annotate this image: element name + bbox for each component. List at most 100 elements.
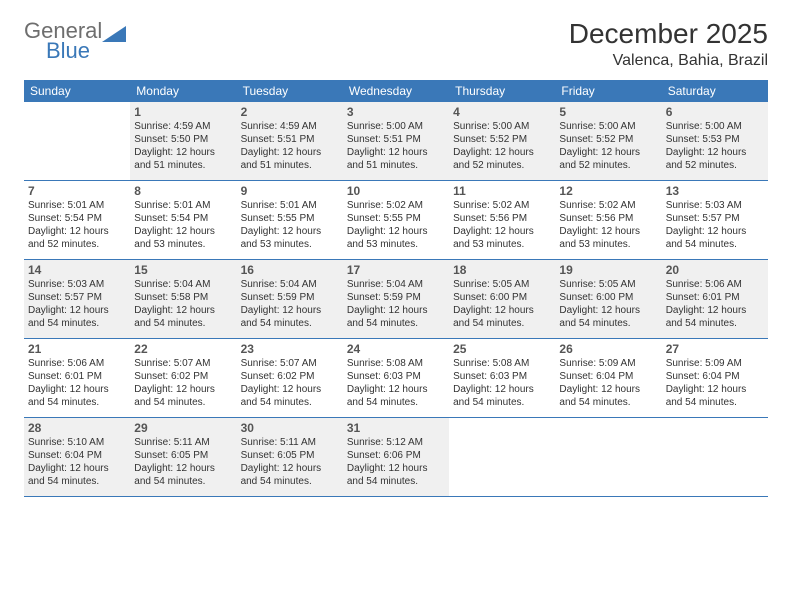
day-info: Sunrise: 5:08 AMSunset: 6:03 PMDaylight:… [453, 357, 551, 409]
sunrise-text: Sunrise: 5:10 AM [28, 436, 126, 449]
sunset-text: Sunset: 5:59 PM [347, 291, 445, 304]
sunset-text: Sunset: 6:06 PM [347, 449, 445, 462]
day-number: 4 [453, 105, 551, 119]
calendar-page: General Blue December 2025 Valenca, Bahi… [0, 0, 792, 515]
daylight-text: Daylight: 12 hours and 54 minutes. [347, 304, 445, 330]
day-info: Sunrise: 5:02 AMSunset: 5:56 PMDaylight:… [559, 199, 657, 251]
day-number: 1 [134, 105, 232, 119]
sunrise-text: Sunrise: 5:08 AM [453, 357, 551, 370]
day-cell: 7Sunrise: 5:01 AMSunset: 5:54 PMDaylight… [24, 181, 130, 259]
daylight-text: Daylight: 12 hours and 54 minutes. [666, 225, 764, 251]
day-cell: 8Sunrise: 5:01 AMSunset: 5:54 PMDaylight… [130, 181, 236, 259]
triangle-icon [102, 24, 128, 44]
sunset-text: Sunset: 5:58 PM [134, 291, 232, 304]
day-info: Sunrise: 5:00 AMSunset: 5:53 PMDaylight:… [666, 120, 764, 172]
day-number: 9 [241, 184, 339, 198]
sunset-text: Sunset: 6:00 PM [559, 291, 657, 304]
week-row: 7Sunrise: 5:01 AMSunset: 5:54 PMDaylight… [24, 181, 768, 260]
day-info: Sunrise: 5:09 AMSunset: 6:04 PMDaylight:… [666, 357, 764, 409]
day-info: Sunrise: 4:59 AMSunset: 5:50 PMDaylight:… [134, 120, 232, 172]
sunrise-text: Sunrise: 5:01 AM [28, 199, 126, 212]
weeks-container: 1Sunrise: 4:59 AMSunset: 5:50 PMDaylight… [24, 102, 768, 497]
day-number: 18 [453, 263, 551, 277]
day-cell: 5Sunrise: 5:00 AMSunset: 5:52 PMDaylight… [555, 102, 661, 180]
sunrise-text: Sunrise: 5:02 AM [453, 199, 551, 212]
sunset-text: Sunset: 5:55 PM [347, 212, 445, 225]
daylight-text: Daylight: 12 hours and 51 minutes. [347, 146, 445, 172]
day-info: Sunrise: 5:04 AMSunset: 5:59 PMDaylight:… [347, 278, 445, 330]
sunrise-text: Sunrise: 5:00 AM [666, 120, 764, 133]
day-info: Sunrise: 5:01 AMSunset: 5:54 PMDaylight:… [134, 199, 232, 251]
sunrise-text: Sunrise: 5:06 AM [666, 278, 764, 291]
sunrise-text: Sunrise: 5:07 AM [134, 357, 232, 370]
daylight-text: Daylight: 12 hours and 54 minutes. [453, 383, 551, 409]
daylight-text: Daylight: 12 hours and 54 minutes. [453, 304, 551, 330]
sunrise-text: Sunrise: 5:01 AM [134, 199, 232, 212]
day-info: Sunrise: 5:08 AMSunset: 6:03 PMDaylight:… [347, 357, 445, 409]
day-cell-empty [555, 418, 661, 496]
daylight-text: Daylight: 12 hours and 51 minutes. [241, 146, 339, 172]
day-cell: 12Sunrise: 5:02 AMSunset: 5:56 PMDayligh… [555, 181, 661, 259]
weekday-header: Friday [555, 80, 661, 102]
day-number: 10 [347, 184, 445, 198]
daylight-text: Daylight: 12 hours and 54 minutes. [28, 462, 126, 488]
sunset-text: Sunset: 6:04 PM [28, 449, 126, 462]
daylight-text: Daylight: 12 hours and 54 minutes. [28, 383, 126, 409]
day-cell: 18Sunrise: 5:05 AMSunset: 6:00 PMDayligh… [449, 260, 555, 338]
sunset-text: Sunset: 6:00 PM [453, 291, 551, 304]
day-number: 15 [134, 263, 232, 277]
week-row: 1Sunrise: 4:59 AMSunset: 5:50 PMDaylight… [24, 102, 768, 181]
sunrise-text: Sunrise: 5:03 AM [28, 278, 126, 291]
daylight-text: Daylight: 12 hours and 54 minutes. [559, 304, 657, 330]
day-info: Sunrise: 5:00 AMSunset: 5:52 PMDaylight:… [559, 120, 657, 172]
day-info: Sunrise: 5:03 AMSunset: 5:57 PMDaylight:… [666, 199, 764, 251]
sunrise-text: Sunrise: 5:11 AM [241, 436, 339, 449]
title-block: December 2025 Valenca, Bahia, Brazil [569, 18, 768, 70]
week-row: 28Sunrise: 5:10 AMSunset: 6:04 PMDayligh… [24, 418, 768, 497]
weekday-header: Monday [130, 80, 236, 102]
sunset-text: Sunset: 5:55 PM [241, 212, 339, 225]
sunrise-text: Sunrise: 5:05 AM [559, 278, 657, 291]
weekday-header: Saturday [662, 80, 768, 102]
sunrise-text: Sunrise: 5:04 AM [347, 278, 445, 291]
day-number: 3 [347, 105, 445, 119]
day-cell: 21Sunrise: 5:06 AMSunset: 6:01 PMDayligh… [24, 339, 130, 417]
day-number: 2 [241, 105, 339, 119]
sunset-text: Sunset: 5:54 PM [134, 212, 232, 225]
day-number: 5 [559, 105, 657, 119]
day-cell: 20Sunrise: 5:06 AMSunset: 6:01 PMDayligh… [662, 260, 768, 338]
day-cell-empty [662, 418, 768, 496]
day-info: Sunrise: 5:00 AMSunset: 5:52 PMDaylight:… [453, 120, 551, 172]
day-cell: 4Sunrise: 5:00 AMSunset: 5:52 PMDaylight… [449, 102, 555, 180]
location-label: Valenca, Bahia, Brazil [569, 52, 768, 70]
day-info: Sunrise: 5:11 AMSunset: 6:05 PMDaylight:… [134, 436, 232, 488]
sunrise-text: Sunrise: 5:07 AM [241, 357, 339, 370]
day-number: 16 [241, 263, 339, 277]
page-header: General Blue December 2025 Valenca, Bahi… [24, 18, 768, 70]
day-number: 6 [666, 105, 764, 119]
day-cell-empty [449, 418, 555, 496]
day-info: Sunrise: 5:01 AMSunset: 5:54 PMDaylight:… [28, 199, 126, 251]
day-number: 21 [28, 342, 126, 356]
daylight-text: Daylight: 12 hours and 52 minutes. [666, 146, 764, 172]
sunrise-text: Sunrise: 5:11 AM [134, 436, 232, 449]
week-row: 14Sunrise: 5:03 AMSunset: 5:57 PMDayligh… [24, 260, 768, 339]
sunrise-text: Sunrise: 5:09 AM [559, 357, 657, 370]
sunset-text: Sunset: 5:54 PM [28, 212, 126, 225]
day-cell: 25Sunrise: 5:08 AMSunset: 6:03 PMDayligh… [449, 339, 555, 417]
sunset-text: Sunset: 5:51 PM [241, 133, 339, 146]
day-cell: 31Sunrise: 5:12 AMSunset: 6:06 PMDayligh… [343, 418, 449, 496]
day-cell: 14Sunrise: 5:03 AMSunset: 5:57 PMDayligh… [24, 260, 130, 338]
day-info: Sunrise: 5:01 AMSunset: 5:55 PMDaylight:… [241, 199, 339, 251]
daylight-text: Daylight: 12 hours and 54 minutes. [134, 383, 232, 409]
day-info: Sunrise: 5:02 AMSunset: 5:55 PMDaylight:… [347, 199, 445, 251]
daylight-text: Daylight: 12 hours and 54 minutes. [241, 304, 339, 330]
day-number: 28 [28, 421, 126, 435]
day-info: Sunrise: 5:04 AMSunset: 5:59 PMDaylight:… [241, 278, 339, 330]
day-number: 24 [347, 342, 445, 356]
sunset-text: Sunset: 6:01 PM [666, 291, 764, 304]
day-number: 19 [559, 263, 657, 277]
day-info: Sunrise: 5:07 AMSunset: 6:02 PMDaylight:… [241, 357, 339, 409]
sunset-text: Sunset: 6:03 PM [347, 370, 445, 383]
sunrise-text: Sunrise: 5:08 AM [347, 357, 445, 370]
